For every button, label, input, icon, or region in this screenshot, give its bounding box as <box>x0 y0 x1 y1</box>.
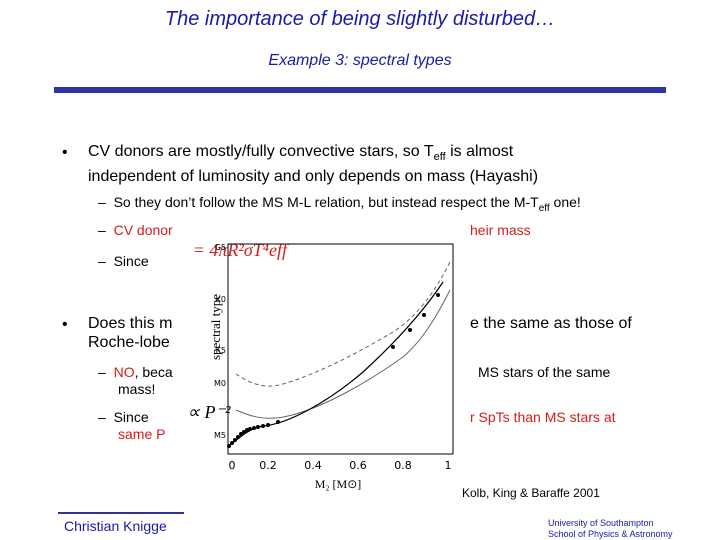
figure-credit: Kolb, King & Baraffe 2001 <box>462 486 600 500</box>
slide-title: The importance of being slightly disturb… <box>164 8 556 30</box>
x-axis-label: M₂ [M⊙] <box>315 477 362 491</box>
ms-point <box>236 435 240 439</box>
sub-bullet-4-right: MS stars of the same <box>478 364 611 380</box>
ms-point <box>239 432 243 436</box>
university-name: University of Southampton School of Physi… <box>548 518 673 539</box>
ytick-k5: K5 <box>216 346 226 355</box>
bullet-2-left: Does this m Roche-lobe <box>88 315 173 351</box>
ms-point <box>233 438 237 442</box>
ms-point <box>276 420 280 424</box>
ms-point <box>227 444 231 448</box>
author-name: Christian Knigge <box>64 518 167 534</box>
ms-point <box>266 423 270 427</box>
spectral-type-figure: L₂ = 4πR²σT⁴eff ρ ∝ P⁻² G5 K0 K5 M0 M5 0… <box>171 232 468 494</box>
y-axis-label: spectral type <box>208 294 223 360</box>
ytick-k0: K0 <box>216 295 226 304</box>
bullet-dot: • <box>62 144 68 161</box>
ytick-m5: M5 <box>214 431 226 440</box>
xtick-0.8: 0.8 <box>394 459 412 472</box>
sub-bullet-2: – CV donor <box>98 222 173 238</box>
sub-bullet-5-right: r SpTs than MS stars at <box>470 409 616 425</box>
ms-point <box>408 328 412 332</box>
xtick-1: 1 <box>445 459 452 472</box>
bullet-dot: • <box>62 316 68 333</box>
xtick-0.2: 0.2 <box>259 459 277 472</box>
density-period-equation: ρ ∝ P⁻² <box>188 402 231 422</box>
sub-bullet-5: – Since same P <box>98 409 166 442</box>
sub-bullet-4: – NO, beca mass! <box>98 364 173 397</box>
ms-curve <box>227 281 444 448</box>
ms-point <box>242 430 246 434</box>
footer-rule <box>58 512 184 514</box>
ms-point <box>252 426 256 430</box>
ms-point <box>256 425 260 429</box>
ms-point <box>248 427 252 431</box>
bullet-2-right: e the same as those of <box>470 315 632 332</box>
xtick-0.6: 0.6 <box>349 459 367 472</box>
ms-point <box>391 345 395 349</box>
ms-point <box>230 441 234 445</box>
ms-point <box>422 313 426 317</box>
ms-point <box>436 293 440 297</box>
figure-svg: L₂ = 4πR²σT⁴eff ρ ∝ P⁻² G5 K0 K5 M0 M5 0… <box>171 240 454 491</box>
title-rule <box>54 87 666 93</box>
xtick-0: 0 <box>229 459 236 472</box>
sub-bullet-3: – Since <box>98 253 149 269</box>
luminosity-equation: L₂ = 4πR²σT⁴eff <box>188 240 290 260</box>
sub-bullet-2-right: heir mass <box>470 222 531 238</box>
bullet-1: CV donors are mostly/fully convective st… <box>88 143 539 186</box>
ms-point <box>261 424 265 428</box>
plot-frame <box>227 243 454 455</box>
xtick-0.4: 0.4 <box>304 459 322 472</box>
sub-bullet-1: – So they don’t follow the MS M-L relati… <box>98 194 581 214</box>
ytick-m0: M0 <box>214 379 226 388</box>
ytick-g5: G5 <box>215 243 226 252</box>
solid-curve <box>235 289 451 419</box>
ms-points <box>227 293 440 448</box>
slide-subtitle: Example 3: spectral types <box>268 52 452 69</box>
dashed-curve <box>235 261 451 387</box>
